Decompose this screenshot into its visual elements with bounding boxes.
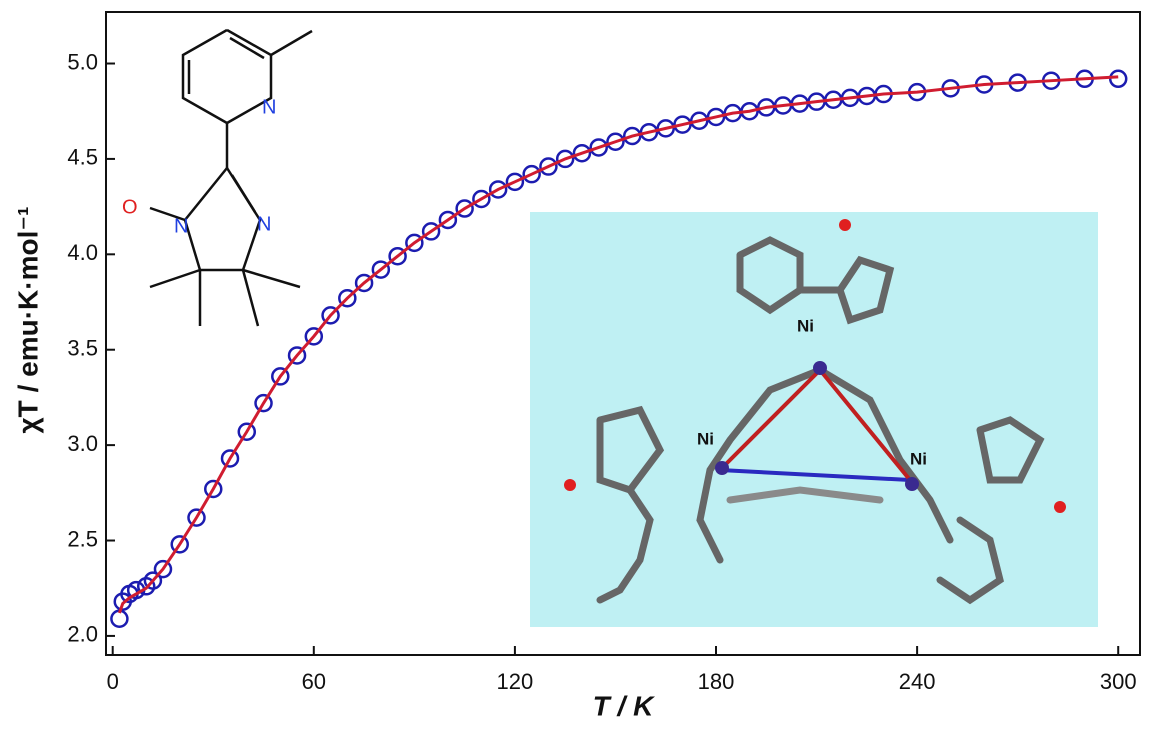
plot-frame [105, 11, 1141, 656]
data-point [1108, 69, 1128, 89]
x-axis-label: T / K [593, 690, 655, 721]
data-point [220, 449, 240, 468]
data-point [706, 107, 726, 127]
x-tick-label: 120 [497, 669, 534, 694]
data-point [287, 346, 307, 365]
x-tick-label: 180 [698, 669, 735, 694]
data-point [555, 149, 575, 169]
data-point [622, 126, 642, 146]
data-point [271, 367, 290, 386]
y-tick-label: 2.0 [67, 622, 98, 647]
atom-label: N [257, 213, 271, 235]
atom-label: N [174, 215, 188, 237]
atom-label: Ni [697, 429, 714, 448]
data-point [254, 393, 273, 413]
data-point [304, 327, 324, 346]
data-point [438, 210, 458, 230]
x-tick-label: 60 [302, 669, 326, 694]
crystal-structure [564, 219, 1066, 605]
atom-label: O [122, 196, 138, 218]
y-tick-label: 4.5 [67, 145, 98, 170]
data-point [639, 122, 659, 142]
atom-label: Ni [797, 316, 814, 335]
y-tick-label: 5.0 [67, 49, 98, 74]
fit-line [117, 75, 1119, 614]
data-point [321, 306, 340, 325]
y-tick-label: 4.0 [67, 240, 98, 265]
atom-label: N [262, 96, 276, 118]
data-point [421, 222, 441, 241]
x-tick-label: 240 [899, 669, 936, 694]
data-point [690, 111, 709, 131]
atom-label: Ni [910, 449, 927, 468]
data-point [354, 273, 374, 293]
data-point [143, 571, 163, 590]
data-point [371, 260, 391, 279]
x-tick-label: 0 [107, 669, 119, 694]
y-axis-label: χT / emu·K·mol⁻¹ [12, 207, 43, 434]
data-point [656, 119, 675, 138]
data-point [589, 138, 608, 157]
data-point [455, 199, 474, 218]
x-tick-label: 300 [1100, 669, 1137, 694]
data-point [606, 132, 625, 151]
data-point [204, 479, 223, 499]
y-tick-label: 3.5 [67, 336, 98, 361]
data-point [405, 233, 424, 253]
data-point [153, 559, 173, 579]
data-point [388, 246, 407, 266]
data-point [505, 172, 525, 192]
y-tick-label: 2.5 [67, 526, 98, 551]
data-point [539, 157, 558, 176]
data-point [472, 189, 491, 209]
y-tick-label: 3.0 [67, 431, 98, 456]
data-point [237, 422, 257, 442]
data-point [187, 508, 206, 527]
data-point [338, 288, 357, 308]
data-point [170, 535, 189, 554]
data-point [673, 115, 692, 134]
data-point [488, 180, 508, 199]
data-point [572, 143, 592, 163]
data-point [522, 164, 541, 184]
structure-formula [149, 28, 313, 327]
data-point [110, 609, 129, 628]
